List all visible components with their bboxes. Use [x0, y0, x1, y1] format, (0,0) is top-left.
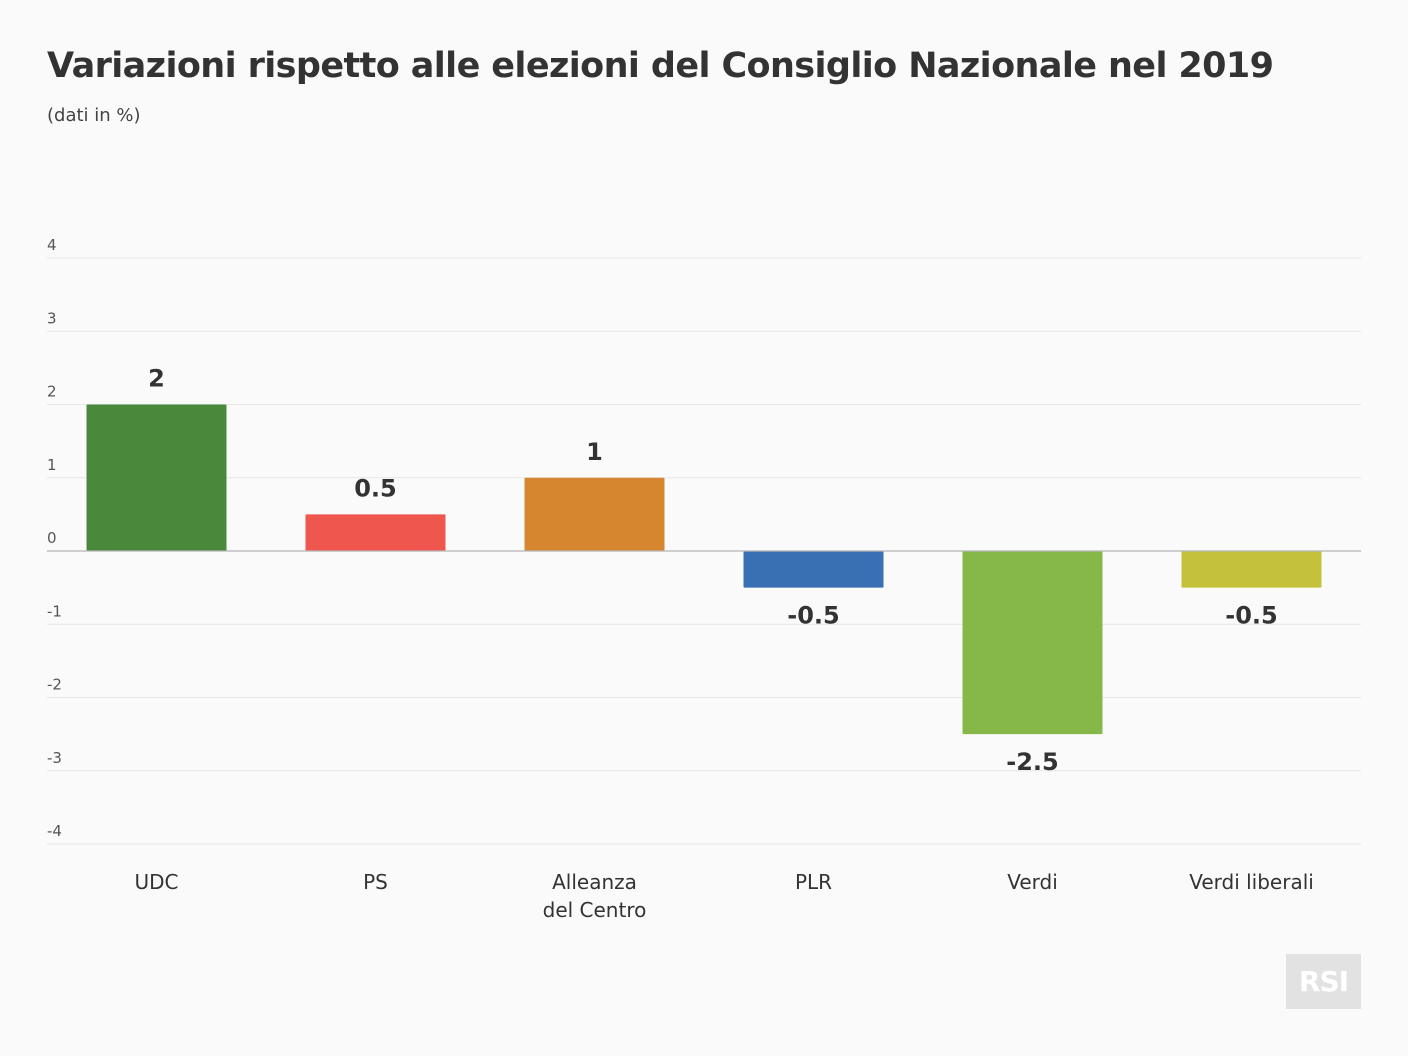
- y-tick-label: 0: [47, 529, 57, 547]
- value-labels: 2 0.5 1 -0.5 -2.5 -0.5: [148, 365, 1278, 777]
- y-axis-ticks: 4 3 2 1 0 -1 -2 -3 -4: [47, 236, 62, 840]
- category-label: Verdi liberali: [1189, 870, 1314, 894]
- y-tick-label: -3: [47, 749, 62, 767]
- value-label: -0.5: [787, 602, 839, 630]
- bar: [524, 477, 665, 551]
- y-tick-label: 1: [47, 456, 57, 474]
- value-label: -0.5: [1225, 602, 1277, 630]
- category-label: del Centro: [543, 898, 647, 922]
- chart-title: Variazioni rispetto alle elezioni del Co…: [47, 46, 1274, 86]
- bar: [743, 551, 884, 588]
- y-tick-label: -4: [47, 822, 62, 840]
- value-label: 1: [586, 438, 603, 466]
- y-tick-label: 3: [47, 309, 57, 327]
- chart-subtitle: (dati in %): [47, 105, 141, 126]
- rsi-logo: RSI: [1286, 954, 1361, 1009]
- value-label: -2.5: [1006, 748, 1058, 776]
- y-tick-label: -1: [47, 602, 62, 620]
- category-labels: UDC PS Alleanza del Centro PLR Verdi Verdi lib…: [134, 870, 1313, 922]
- y-tick-label: 2: [47, 383, 57, 401]
- category-label: Verdi: [1007, 870, 1058, 894]
- bar: [305, 514, 446, 551]
- bar: [962, 551, 1103, 735]
- category-label: UDC: [134, 870, 178, 894]
- value-label: 2: [148, 365, 165, 393]
- category-label: Alleanza: [552, 870, 637, 894]
- value-label: 0.5: [354, 474, 397, 502]
- y-tick-label: 4: [47, 236, 57, 254]
- bar: [86, 404, 227, 551]
- category-label: PLR: [795, 870, 832, 894]
- y-tick-label: -2: [47, 676, 62, 694]
- category-label: PS: [363, 870, 388, 894]
- bar: [1181, 551, 1322, 588]
- gridlines: [47, 257, 1361, 845]
- bars: [86, 404, 1322, 735]
